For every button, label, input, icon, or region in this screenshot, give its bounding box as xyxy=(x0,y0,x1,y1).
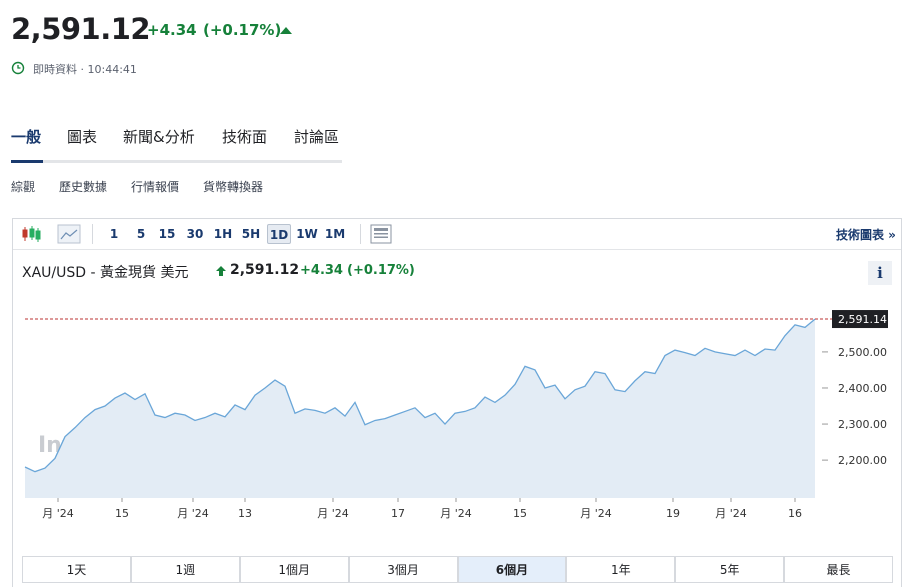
y-tick-label: 2,500.00 xyxy=(838,346,887,359)
interval-button[interactable]: 1 xyxy=(109,227,119,241)
tab[interactable]: 技術面 xyxy=(222,128,268,146)
x-tick-label: 月 '24 xyxy=(440,507,472,520)
interval-button[interactable]: 1W xyxy=(296,227,318,241)
chart: Investing.com2,200.002,300.002,400.002,5… xyxy=(24,310,888,520)
tab[interactable]: 一般 xyxy=(11,128,42,146)
time: 即時資料 · 10:44:41 xyxy=(33,63,137,76)
up-arrow xyxy=(280,27,292,34)
info-button[interactable]: i xyxy=(868,261,892,285)
x-tick-label: 月 '24 xyxy=(317,507,349,520)
x-tick-label: 月 '24 xyxy=(580,507,612,520)
x-tick-label: 19 xyxy=(666,507,680,520)
interval-button[interactable]: 1M xyxy=(324,227,346,241)
interval-button[interactable]: 5 xyxy=(136,227,146,241)
x-tick-label: 13 xyxy=(238,507,252,520)
tab[interactable]: 討論區 xyxy=(294,128,340,146)
x-tick-label: 17 xyxy=(391,507,405,520)
chart-change-pct: (+0.17%) xyxy=(347,263,415,278)
tech-chart-link[interactable]: 技術圖表 » xyxy=(836,228,896,242)
area xyxy=(25,319,815,498)
x-tick-label: 16 xyxy=(788,507,802,520)
price-tag xyxy=(832,310,888,329)
interval-button[interactable]: 15 xyxy=(158,227,176,241)
price-tag-label: 2,591.14 xyxy=(838,313,887,326)
subtab[interactable]: 綜觀 xyxy=(11,180,36,194)
y-tick-label: 2,400.00 xyxy=(838,382,887,395)
x-tick-label: 月 '24 xyxy=(715,507,747,520)
range-button[interactable]: 1天 xyxy=(22,556,131,583)
range-button[interactable]: 6個月 xyxy=(457,556,567,583)
change: +4.34 xyxy=(147,21,197,39)
chart-price: 2,591.12 xyxy=(230,262,300,278)
price: 2,591.12 xyxy=(11,12,151,46)
layout-icon[interactable] xyxy=(370,224,392,244)
range-button[interactable]: 最長 xyxy=(784,556,893,583)
tab-rail xyxy=(11,160,342,163)
y-tick-label: 2,300.00 xyxy=(838,418,887,431)
x-tick-label: 15 xyxy=(513,507,527,520)
separator xyxy=(360,224,361,244)
range-button[interactable]: 5年 xyxy=(675,556,785,583)
clock-icon xyxy=(11,61,25,75)
interval-button[interactable]: 1H xyxy=(213,227,233,241)
chart-symbol: XAU/USD - 黃金現貨 美元 xyxy=(22,265,189,281)
x-tick-label: 月 '24 xyxy=(177,507,209,520)
chart-up-arrow xyxy=(216,266,226,276)
y-tick-label: 2,200.00 xyxy=(838,454,887,467)
range-button[interactable]: 1週 xyxy=(130,556,240,583)
chart-type-icons xyxy=(22,224,81,244)
separator xyxy=(92,224,93,244)
x-tick-label: 月 '24 xyxy=(42,507,74,520)
tab-underline xyxy=(11,160,43,163)
change-pct: (+0.17%) xyxy=(203,21,282,39)
range-button[interactable]: 3個月 xyxy=(348,556,458,583)
subtab[interactable]: 歷史數據 xyxy=(59,180,108,194)
toolbar-divider xyxy=(13,249,901,250)
interval-button[interactable]: 5H xyxy=(241,227,261,241)
tab[interactable]: 圖表 xyxy=(67,128,98,146)
x-tick-label: 15 xyxy=(115,507,129,520)
subtab[interactable]: 貨幣轉換器 xyxy=(203,180,264,194)
line xyxy=(24,318,816,473)
range-button[interactable]: 1個月 xyxy=(239,556,349,583)
range-button[interactable]: 1年 xyxy=(566,556,676,583)
interval-button[interactable]: 30 xyxy=(186,227,204,241)
chart-change: +4.34 xyxy=(300,263,343,278)
tab[interactable]: 新聞&分析 xyxy=(123,128,195,146)
interval-button[interactable]: 1D xyxy=(267,224,291,244)
subtab[interactable]: 行情報價 xyxy=(131,180,180,194)
chart-box xyxy=(12,218,902,587)
